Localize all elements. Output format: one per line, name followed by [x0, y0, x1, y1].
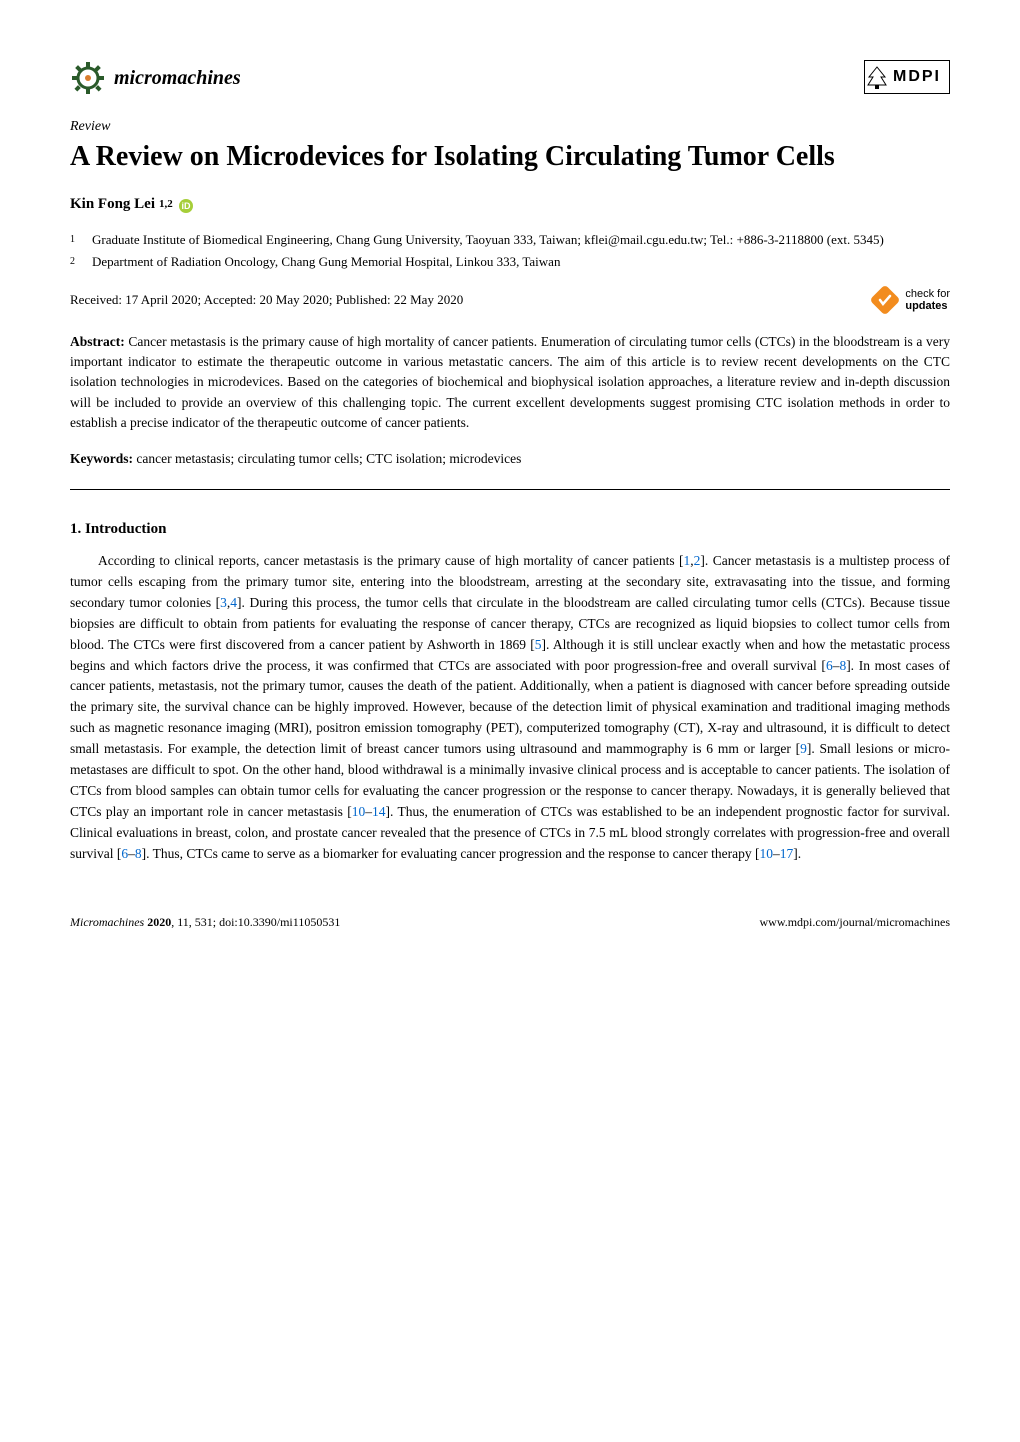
- affiliation-row: 2 Department of Radiation Oncology, Chan…: [70, 252, 950, 272]
- keywords: Keywords: cancer metastasis; circulating…: [70, 449, 950, 469]
- section-divider: [70, 489, 950, 490]
- body-paragraph: According to clinical reports, cancer me…: [70, 551, 950, 865]
- article-title: A Review on Microdevices for Isolating C…: [70, 139, 950, 175]
- abstract-label: Abstract:: [70, 334, 125, 349]
- dates-row: Received: 17 April 2020; Accepted: 20 Ma…: [70, 286, 950, 314]
- author-affil-markers: 1,2: [159, 196, 173, 213]
- affiliations: 1 Graduate Institute of Biomedical Engin…: [70, 230, 950, 272]
- abstract: Abstract: Cancer metastasis is the prima…: [70, 332, 950, 433]
- footer-citation: Micromachines 2020, 11, 531; doi:10.3390…: [70, 913, 340, 931]
- affiliation-text: Graduate Institute of Biomedical Enginee…: [92, 230, 884, 250]
- check-updates-text: check for updates: [905, 288, 950, 312]
- publisher-logo: MDPI: [864, 60, 950, 94]
- affiliation-text: Department of Radiation Oncology, Chang …: [92, 252, 560, 272]
- affiliation-number: 1: [70, 230, 78, 250]
- keywords-label: Keywords:: [70, 451, 133, 466]
- footer-journal: Micromachines: [70, 915, 147, 929]
- updates-line1: check for: [905, 288, 950, 300]
- page-header: micromachines MDPI: [70, 60, 950, 96]
- orcid-icon[interactable]: iD: [179, 198, 193, 212]
- publisher-name: MDPI: [889, 61, 949, 93]
- keywords-text: cancer metastasis; circulating tumor cel…: [136, 451, 521, 466]
- journal-gear-icon: [70, 60, 106, 96]
- affiliation-number: 2: [70, 252, 78, 272]
- journal-logo: micromachines: [70, 60, 241, 96]
- abstract-text: Cancer metastasis is the primary cause o…: [70, 334, 950, 430]
- mdpi-tree-icon: [865, 63, 889, 91]
- footer-link[interactable]: www.mdpi.com/journal/micromachines: [759, 915, 950, 929]
- svg-text:iD: iD: [181, 201, 191, 211]
- footer-year: 2020: [147, 915, 171, 929]
- journal-name: micromachines: [114, 63, 241, 93]
- article-type: Review: [70, 116, 950, 137]
- footer-url[interactable]: www.mdpi.com/journal/micromachines: [759, 913, 950, 931]
- updates-line2: updates: [905, 300, 947, 312]
- author-name: Kin Fong Lei: [70, 193, 155, 216]
- page-footer: Micromachines 2020, 11, 531; doi:10.3390…: [70, 905, 950, 931]
- section-heading: 1. Introduction: [70, 518, 950, 541]
- authors-line: Kin Fong Lei 1,2 iD: [70, 193, 950, 216]
- check-updates-icon: [871, 286, 899, 314]
- footer-doi: , 11, 531; doi:10.3390/mi11050531: [171, 915, 340, 929]
- publication-dates: Received: 17 April 2020; Accepted: 20 Ma…: [70, 290, 463, 310]
- check-updates-badge[interactable]: check for updates: [871, 286, 950, 314]
- affiliation-row: 1 Graduate Institute of Biomedical Engin…: [70, 230, 950, 250]
